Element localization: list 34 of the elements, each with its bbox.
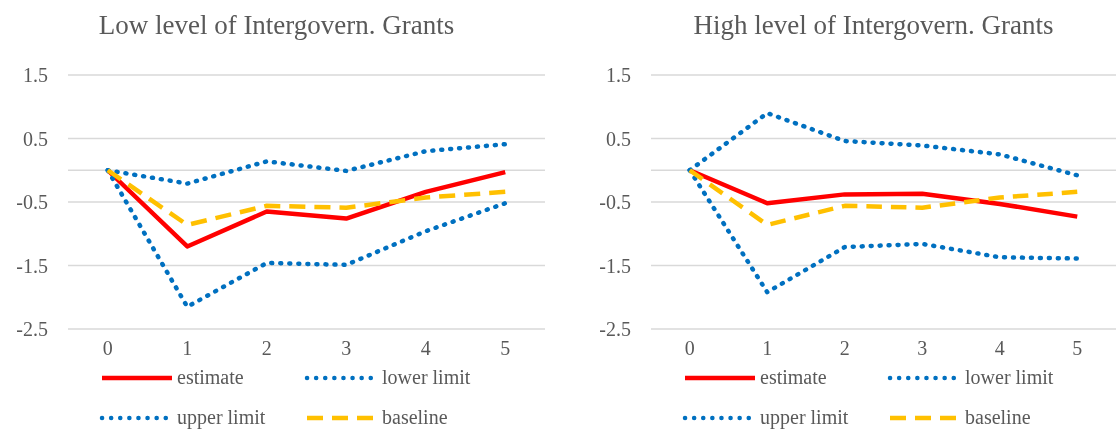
x-tick-label: 3 bbox=[341, 337, 352, 359]
y-tick-label: 1.5 bbox=[23, 64, 48, 86]
legend-label: lower limit bbox=[382, 366, 471, 388]
chart-title: High level of Intergovern. Grants bbox=[693, 10, 1054, 40]
legend-label: upper limit bbox=[760, 406, 849, 429]
legend-label: baseline bbox=[382, 406, 448, 428]
legend-label: estimate bbox=[760, 366, 827, 388]
line-series bbox=[105, 168, 508, 249]
legend-label: estimate bbox=[177, 366, 244, 388]
x-tick-label: 4 bbox=[994, 337, 1005, 359]
y-tick-label: -0.5 bbox=[599, 191, 631, 213]
y-tick-label: -2.5 bbox=[16, 318, 48, 340]
x-tick-label: 5 bbox=[1072, 337, 1083, 359]
legend-label: baseline bbox=[965, 406, 1031, 428]
y-tick-label: -1.5 bbox=[599, 254, 631, 277]
line-series bbox=[105, 168, 508, 228]
x-tick-label: 1 bbox=[182, 337, 193, 359]
y-tick-label: -2.5 bbox=[599, 318, 631, 340]
x-tick-label: 5 bbox=[500, 337, 511, 359]
y-tick-label: 1.5 bbox=[606, 64, 631, 86]
x-tick-label: 0 bbox=[684, 337, 695, 359]
legend-label: upper limit bbox=[177, 406, 266, 429]
x-tick-label: 3 bbox=[917, 337, 928, 359]
y-tick-label: 0.5 bbox=[606, 127, 631, 150]
y-tick-label: -0.5 bbox=[16, 191, 48, 213]
x-tick-label: 0 bbox=[102, 337, 113, 359]
chart-title: Low level of Intergovern. Grants bbox=[98, 10, 455, 40]
y-tick-label: -1.5 bbox=[16, 254, 48, 277]
x-tick-label: 2 bbox=[839, 337, 850, 359]
x-tick-label: 1 bbox=[762, 337, 773, 359]
x-tick-label: 2 bbox=[261, 337, 272, 359]
y-tick-label: 0.5 bbox=[23, 127, 48, 150]
x-tick-label: 4 bbox=[420, 337, 431, 359]
legend-label: lower limit bbox=[965, 366, 1054, 388]
